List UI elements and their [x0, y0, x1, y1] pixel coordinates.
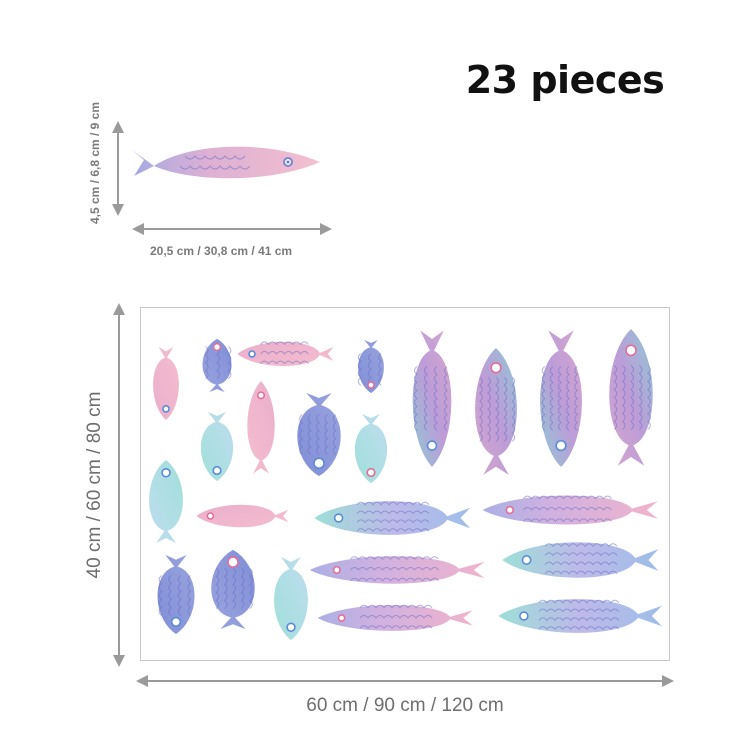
pieces-count-title: 23 pieces — [465, 58, 665, 102]
fish-sticker — [479, 494, 662, 526]
fish-sticker — [245, 378, 277, 477]
fish-sticker — [201, 337, 233, 395]
single-fish-sample — [132, 146, 320, 179]
fish-sticker — [495, 597, 666, 635]
fish-sticker — [356, 337, 386, 395]
fish-sticker — [499, 540, 662, 580]
fish-sticker — [314, 603, 477, 633]
fish-sticker — [272, 554, 310, 642]
sheet-height-label: 40 cm / 60 cm / 80 cm — [84, 391, 105, 579]
fish-sticker — [311, 499, 474, 537]
fish-sticker — [473, 345, 519, 478]
fish-sticker — [151, 344, 181, 422]
fish-sticker — [193, 503, 292, 529]
fish-stickers — [147, 326, 666, 642]
fish-sticker — [607, 326, 655, 469]
fish-sticker — [353, 411, 389, 485]
fish-sticker — [209, 548, 257, 632]
fish-sticker — [411, 327, 453, 470]
fish-sticker — [306, 554, 489, 586]
single-width-label: 20,5 cm / 30,8 cm / 41 cm — [150, 244, 293, 258]
single-height-label: 4,5 cm / 6,8 cm / 9 cm — [88, 101, 102, 225]
fish-sticker — [538, 327, 584, 470]
sticker-sheet — [140, 307, 670, 661]
fish-sticker — [234, 340, 337, 368]
sheet-width-label: 60 cm / 90 cm / 120 cm — [306, 695, 504, 716]
fish-sticker — [199, 409, 235, 483]
fish-sticker — [295, 390, 343, 478]
fish-sticker — [155, 552, 197, 636]
fish-sticker — [147, 458, 185, 546]
